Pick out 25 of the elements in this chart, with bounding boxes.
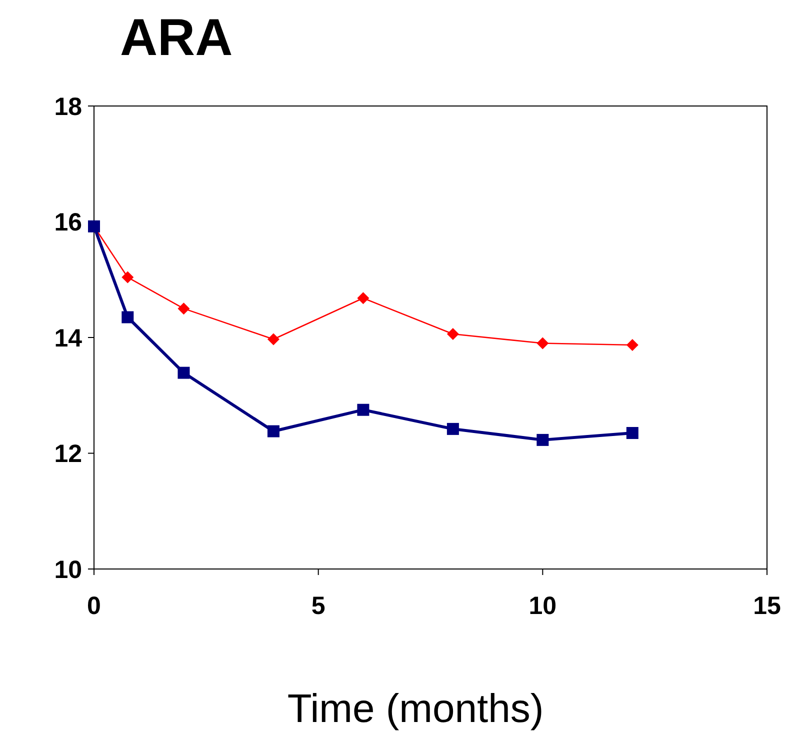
x-tick-label: 0 — [87, 592, 101, 620]
point — [357, 292, 370, 304]
point — [267, 333, 280, 346]
x-tick-label: 15 — [753, 592, 781, 620]
point — [626, 339, 638, 352]
x-tick-label: 10 — [528, 592, 557, 620]
point — [446, 422, 459, 435]
x-tick-label: 5 — [311, 592, 326, 620]
point — [626, 426, 638, 439]
point — [267, 425, 280, 438]
point — [122, 311, 134, 324]
y-tick-label: 18 — [54, 92, 82, 121]
y-tick-label: 14 — [54, 324, 82, 352]
point — [536, 434, 549, 446]
x-axis-title: Time (months) — [287, 687, 544, 731]
point — [178, 302, 190, 315]
y-tick-label: 12 — [54, 440, 82, 468]
point — [357, 404, 370, 416]
point — [122, 271, 134, 284]
point — [178, 366, 190, 379]
point — [536, 337, 549, 350]
point — [446, 328, 459, 340]
chart-title: ARA — [120, 9, 233, 67]
y-tick-label: 16 — [54, 208, 82, 236]
y-tick-label: 10 — [54, 556, 82, 584]
